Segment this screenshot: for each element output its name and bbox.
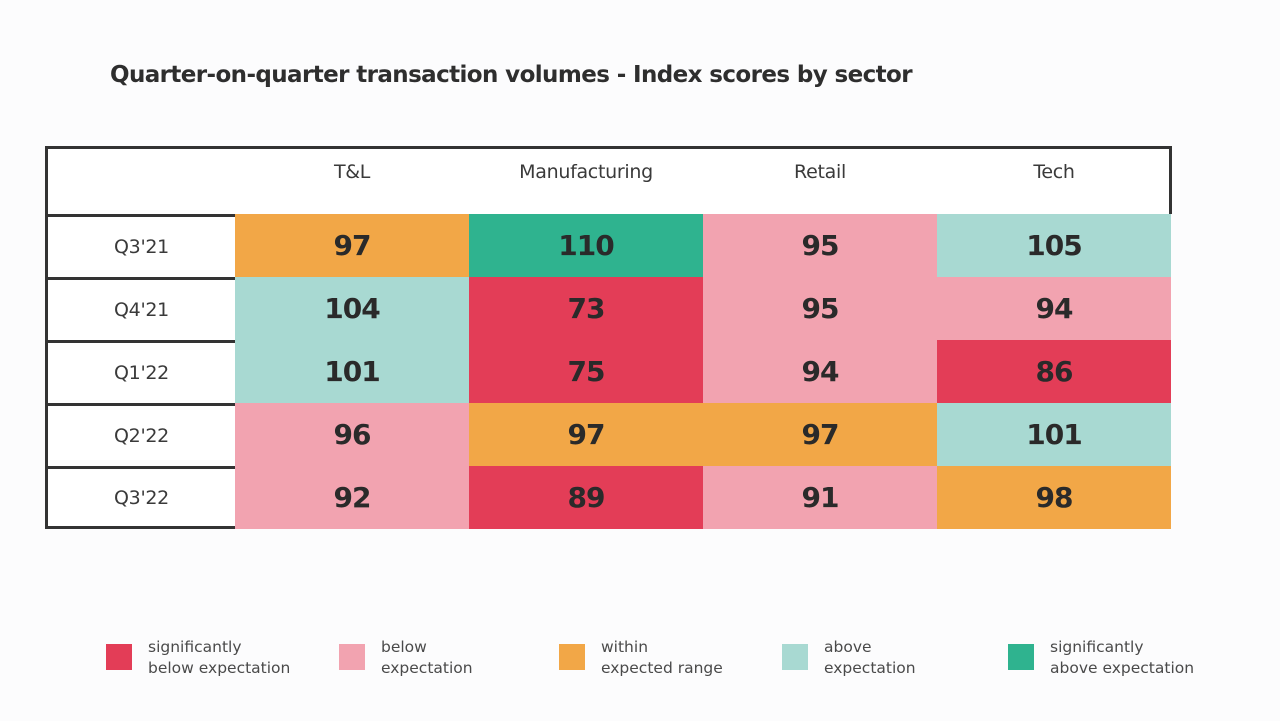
legend-label: significantly below expectation — [148, 638, 291, 677]
legend-swatch — [106, 644, 132, 670]
table-row: Q2'22 96 97 97 101 — [45, 403, 1172, 466]
legend-label: significantly above expectation — [1050, 638, 1195, 677]
column-header: T&L — [333, 161, 371, 183]
column-header: Manufacturing — [519, 161, 653, 183]
heatmap-cell: 86 — [937, 340, 1171, 403]
table-row: Q3'21 97 110 95 105 — [45, 214, 1172, 277]
legend-item: below expectation — [339, 637, 473, 679]
heatmap-cell: 104 — [235, 277, 469, 340]
row-label: Q3'22 — [45, 466, 235, 529]
heatmap-cell: 92 — [235, 466, 469, 529]
heatmap-cell: 91 — [703, 466, 937, 529]
heatmap-cell: 101 — [937, 403, 1171, 466]
legend-swatch — [339, 644, 365, 670]
heatmap-cell: 94 — [937, 277, 1171, 340]
heatmap-table: T&L Manufacturing Retail Tech Q3'21 97 110 95 1… — [45, 146, 1172, 529]
legend-item: above expectation — [782, 637, 916, 679]
legend-label: within expected range — [601, 638, 723, 677]
column-header-row: T&L Manufacturing Retail Tech — [45, 146, 1172, 214]
heatmap-cell: 97 — [235, 214, 469, 277]
row-label: Q1'22 — [45, 340, 235, 403]
heatmap-cell: 105 — [937, 214, 1171, 277]
legend-item: within expected range — [559, 637, 723, 679]
heatmap-cell: 89 — [469, 466, 703, 529]
row-label: Q4'21 — [45, 277, 235, 340]
heatmap-cell: 75 — [469, 340, 703, 403]
legend-item: significantly above expectation — [1008, 637, 1194, 679]
heatmap-cell: 95 — [703, 214, 937, 277]
legend-label: below expectation — [381, 638, 473, 677]
legend-label: above expectation — [824, 638, 916, 677]
heatmap-cell: 101 — [235, 340, 469, 403]
heatmap-cell: 97 — [703, 403, 937, 466]
legend-swatch — [559, 644, 585, 670]
legend-swatch — [1008, 644, 1034, 670]
table-row: Q1'22 101 75 94 86 — [45, 340, 1172, 403]
row-label: Q2'22 — [45, 403, 235, 466]
heatmap-cell: 95 — [703, 277, 937, 340]
legend-item: significantly below expectation — [106, 637, 290, 679]
table-row: Q4'21 104 73 95 94 — [45, 277, 1172, 340]
table-row: Q3'22 92 89 91 98 — [45, 466, 1172, 529]
heatmap-cell: 98 — [937, 466, 1171, 529]
row-label: Q3'21 — [45, 214, 235, 277]
heatmap-cell: 73 — [469, 277, 703, 340]
heatmap-cell: 110 — [469, 214, 703, 277]
column-header: Retail — [794, 161, 846, 183]
chart-title: Quarter-on-quarter transaction volumes -… — [110, 62, 913, 88]
column-header: Tech — [1033, 161, 1075, 183]
legend-swatch — [782, 644, 808, 670]
heatmap-cell: 94 — [703, 340, 937, 403]
heatmap-cell: 96 — [235, 403, 469, 466]
heatmap-cell: 97 — [469, 403, 703, 466]
